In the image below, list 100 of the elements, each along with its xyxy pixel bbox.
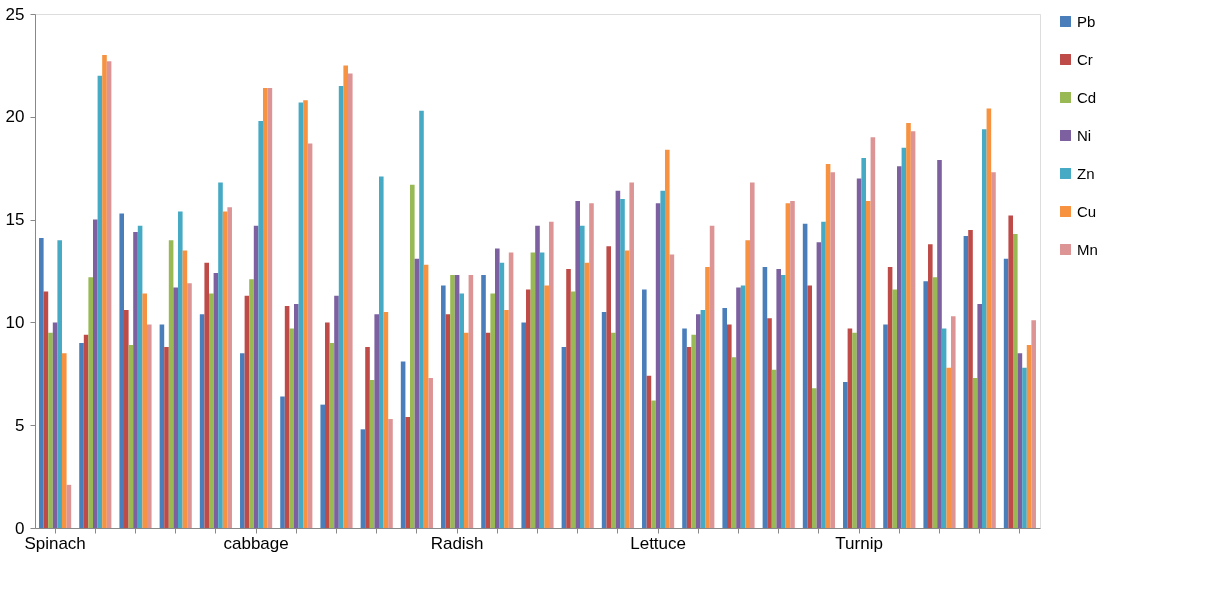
bar bbox=[830, 172, 835, 528]
bar bbox=[642, 289, 647, 528]
bar bbox=[495, 248, 500, 528]
bar bbox=[240, 353, 245, 528]
bar bbox=[481, 275, 486, 528]
bar bbox=[682, 328, 687, 528]
bar bbox=[133, 231, 138, 528]
bar bbox=[892, 289, 897, 528]
x-tick-label: Turnip bbox=[835, 533, 883, 553]
bar bbox=[119, 213, 125, 528]
bar bbox=[187, 283, 192, 528]
bar bbox=[124, 310, 129, 528]
bar bbox=[504, 310, 509, 528]
bar bbox=[566, 268, 571, 528]
x-tick-label: Spinach bbox=[24, 533, 86, 553]
bar bbox=[923, 281, 929, 528]
bar bbox=[419, 110, 424, 528]
bar bbox=[767, 318, 772, 528]
y-tick-label: 20 bbox=[5, 107, 25, 127]
bar bbox=[164, 347, 169, 528]
bar bbox=[142, 293, 147, 528]
bar bbox=[982, 129, 987, 528]
y-tick-label: 0 bbox=[15, 518, 25, 538]
y-tick-label: 15 bbox=[5, 210, 25, 230]
bar bbox=[441, 285, 446, 528]
legend-label: Cr bbox=[1077, 50, 1093, 68]
legend-label: Ni bbox=[1077, 126, 1092, 144]
bar bbox=[664, 149, 670, 528]
bar bbox=[776, 268, 781, 528]
bar bbox=[1031, 320, 1036, 528]
bar bbox=[178, 211, 183, 528]
bar bbox=[852, 332, 857, 528]
bar bbox=[629, 182, 634, 528]
bar bbox=[48, 332, 53, 528]
bar bbox=[606, 246, 612, 528]
bar bbox=[289, 328, 294, 528]
bar bbox=[548, 221, 554, 528]
x-tick-label: cabbage bbox=[223, 533, 289, 553]
bar bbox=[428, 377, 433, 528]
bar bbox=[258, 120, 263, 528]
bar bbox=[294, 303, 299, 528]
bar bbox=[620, 199, 625, 528]
bar bbox=[388, 419, 393, 528]
bar bbox=[611, 332, 616, 528]
bar bbox=[946, 367, 951, 528]
bar bbox=[897, 166, 902, 528]
y-tick-label: 25 bbox=[5, 4, 25, 24]
bar bbox=[490, 293, 495, 528]
bar bbox=[691, 334, 696, 528]
legend-label: Cd bbox=[1077, 88, 1097, 106]
bar bbox=[1013, 233, 1018, 528]
bar bbox=[575, 201, 580, 528]
bar bbox=[968, 229, 973, 528]
bar bbox=[812, 388, 817, 528]
bar bbox=[218, 182, 223, 528]
bar bbox=[705, 266, 710, 528]
bar bbox=[526, 289, 531, 528]
bar bbox=[861, 157, 866, 528]
y-tick-label: 10 bbox=[5, 312, 25, 332]
legend-label: Zn bbox=[1077, 164, 1095, 182]
x-tick-label: Lettuce bbox=[630, 533, 686, 553]
bar bbox=[521, 322, 527, 528]
y-tick-label: 5 bbox=[15, 415, 25, 435]
bar bbox=[781, 275, 786, 528]
bar bbox=[173, 287, 178, 528]
bar bbox=[146, 324, 152, 528]
bar bbox=[61, 353, 67, 528]
bar bbox=[977, 303, 982, 528]
bar bbox=[343, 65, 348, 528]
bar bbox=[1022, 367, 1027, 528]
bar bbox=[57, 240, 62, 528]
bar bbox=[722, 308, 728, 528]
bar bbox=[865, 201, 871, 528]
bar bbox=[843, 382, 848, 528]
bar bbox=[334, 295, 339, 528]
bar bbox=[928, 244, 933, 528]
bar bbox=[807, 285, 813, 528]
bar bbox=[1008, 215, 1014, 528]
bar bbox=[379, 176, 384, 528]
bar bbox=[88, 277, 93, 528]
bar bbox=[102, 55, 107, 528]
bar bbox=[280, 396, 285, 528]
bar bbox=[580, 225, 585, 528]
bar bbox=[39, 238, 44, 528]
bar bbox=[320, 404, 326, 528]
bar bbox=[303, 100, 308, 528]
bar bbox=[660, 190, 665, 528]
bar bbox=[227, 207, 232, 528]
bar bbox=[745, 240, 750, 528]
bar bbox=[204, 262, 210, 528]
bar bbox=[883, 324, 888, 528]
bar bbox=[405, 416, 411, 528]
legend-label: Pb bbox=[1077, 12, 1096, 30]
bar bbox=[410, 184, 415, 528]
bar bbox=[450, 275, 455, 528]
bar bbox=[937, 159, 942, 528]
bar bbox=[790, 201, 795, 528]
bar bbox=[535, 225, 540, 528]
bar bbox=[749, 182, 755, 528]
bar bbox=[249, 279, 254, 528]
